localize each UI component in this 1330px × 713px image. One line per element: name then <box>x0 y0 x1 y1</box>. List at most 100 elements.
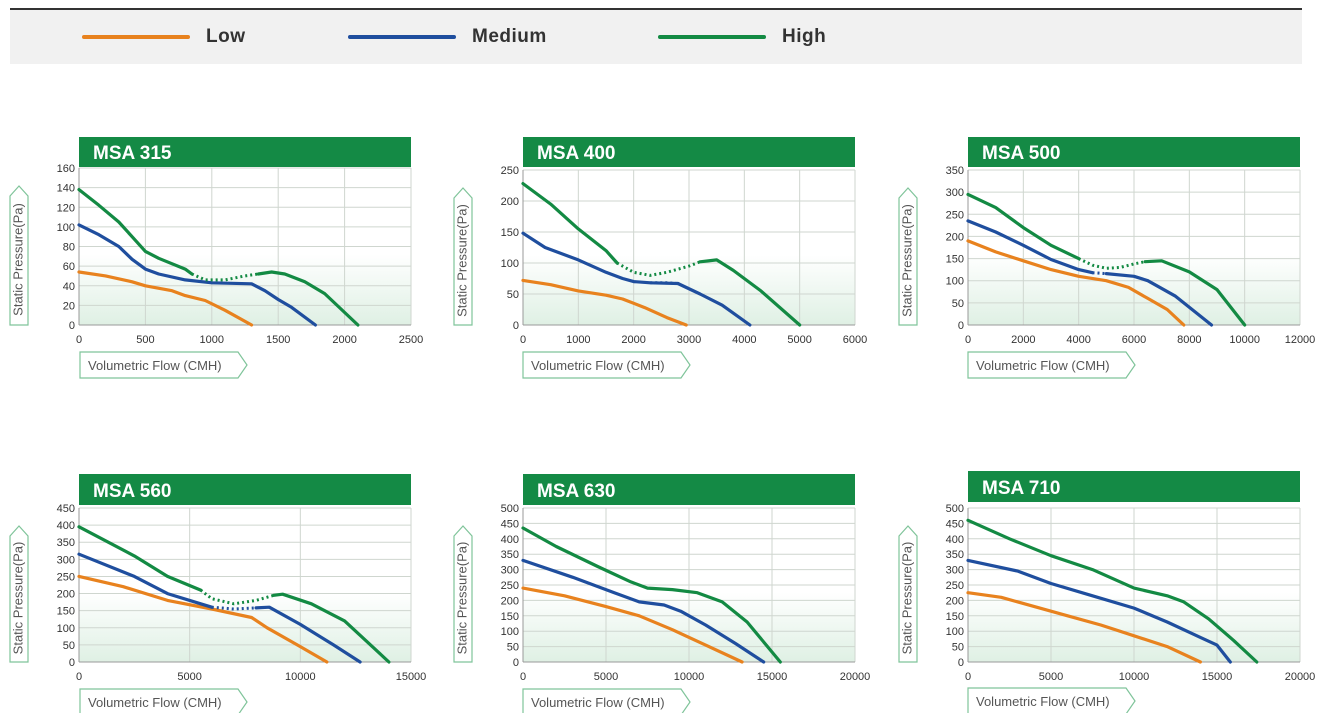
x-tick-label: 5000 <box>787 334 811 346</box>
legend-swatch-medium <box>348 35 456 39</box>
x-tick-label: 10000 <box>285 671 316 683</box>
x-axis-label-box <box>79 688 248 713</box>
x-tick-label: 15000 <box>757 671 788 683</box>
y-tick-label: 350 <box>501 549 519 561</box>
y-tick-label: 450 <box>57 503 75 515</box>
y-tick-label: 150 <box>946 254 964 266</box>
y-axis-label: Static Pressure(Pa) <box>454 542 469 655</box>
legend-item-medium: Medium <box>348 26 547 48</box>
y-tick-label: 100 <box>501 626 519 638</box>
y-tick-label: 350 <box>946 549 964 561</box>
y-tick-label: 0 <box>513 320 519 332</box>
y-tick-label: 500 <box>501 503 519 515</box>
x-axis-label-box <box>967 687 1136 713</box>
x-tick-label: 0 <box>520 334 526 346</box>
legend-label-low: Low <box>206 26 246 47</box>
series-line-high-dotted <box>1078 257 1146 270</box>
y-tick-label: 0 <box>958 657 964 669</box>
series-line-high <box>272 592 391 664</box>
x-tick-label: 0 <box>76 334 82 346</box>
x-tick-label: 0 <box>76 671 82 683</box>
y-tick-label: 0 <box>958 320 964 332</box>
x-tick-label: 20000 <box>1285 671 1316 683</box>
x-tick-label: 2000 <box>621 334 645 346</box>
chart-title: MSA 400 <box>537 143 616 164</box>
x-axis-label-box <box>522 688 691 713</box>
series-line-low <box>77 270 254 327</box>
chart-title: MSA 500 <box>982 143 1061 164</box>
x-tick-label: 500 <box>136 334 154 346</box>
y-tick-label: 250 <box>57 571 75 583</box>
y-axis-label: Static Pressure(Pa) <box>454 204 469 317</box>
chart-title-bar <box>968 471 1300 502</box>
y-axis-label-box <box>898 525 918 663</box>
y-tick-label: 350 <box>946 165 964 177</box>
legend-item-high: High <box>658 26 826 48</box>
y-tick-label: 100 <box>57 623 75 635</box>
series-line-medium <box>77 552 214 609</box>
series-line-medium-dotted <box>1092 271 1107 276</box>
x-tick-label: 5000 <box>177 671 201 683</box>
chart-3: MSA 560 0 50 100 150 200 250 300 350 400 450 0 5000 1… <box>9 474 426 713</box>
series-line-medium <box>1104 272 1214 327</box>
series-line-high <box>521 526 782 664</box>
chart-title: MSA 710 <box>982 478 1061 499</box>
y-axis-label-box <box>453 525 473 663</box>
y-tick-label: 120 <box>57 202 75 214</box>
y-tick-label: 400 <box>946 534 964 546</box>
y-tick-label: 300 <box>946 187 964 199</box>
y-tick-label: 300 <box>946 565 964 577</box>
x-tick-label: 1500 <box>266 334 290 346</box>
y-tick-label: 80 <box>63 242 75 254</box>
y-tick-label: 100 <box>57 222 75 234</box>
x-tick-label: 3000 <box>677 334 701 346</box>
x-tick-label: 1000 <box>566 334 590 346</box>
y-tick-label: 200 <box>501 196 519 208</box>
series-line-medium <box>521 231 680 286</box>
x-tick-label: 10000 <box>1119 671 1150 683</box>
y-tick-label: 50 <box>952 642 964 654</box>
y-tick-label: 50 <box>63 640 75 652</box>
legend-swatch-high <box>658 35 766 39</box>
y-tick-label: 200 <box>57 589 75 601</box>
series-line-high <box>77 188 194 276</box>
series-line-high <box>966 192 1081 261</box>
y-tick-label: 100 <box>946 626 964 638</box>
y-tick-label: 150 <box>946 611 964 623</box>
y-tick-label: 400 <box>501 534 519 546</box>
y-tick-label: 140 <box>57 183 75 195</box>
y-tick-label: 150 <box>57 606 75 618</box>
y-tick-label: 150 <box>501 611 519 623</box>
legend-label-high: High <box>782 26 827 47</box>
y-tick-label: 0 <box>513 657 519 669</box>
y-tick-label: 350 <box>57 537 75 549</box>
series-line-high <box>77 525 203 592</box>
x-tick-label: 5000 <box>1039 671 1063 683</box>
y-tick-label: 60 <box>63 261 75 273</box>
series-line-medium <box>966 558 1232 664</box>
chart-title-bar <box>79 137 411 167</box>
x-tick-label: 0 <box>965 671 971 683</box>
x-tick-label: 6000 <box>843 334 867 346</box>
x-tick-label: 1000 <box>200 334 224 346</box>
series-line-low <box>77 574 329 664</box>
x-tick-label: 0 <box>520 671 526 683</box>
legend-swatch-low <box>82 35 190 39</box>
x-tick-label: 4000 <box>1066 334 1090 346</box>
series-line-medium <box>77 223 317 327</box>
x-tick-label: 0 <box>965 334 971 346</box>
chart-title: MSA 630 <box>537 481 616 502</box>
series-line-low <box>521 278 688 327</box>
y-axis-label: Static Pressure(Pa) <box>10 542 25 655</box>
y-axis-label-box <box>453 187 473 326</box>
series-line-medium <box>521 558 766 664</box>
series-line-high-dotted <box>199 588 275 606</box>
chart-1: MSA 400 0 50 100 150 200 250 0 1000 2000 3000 4000 5… <box>453 137 867 379</box>
y-tick-label: 200 <box>946 595 964 607</box>
x-axis-label: Volumetric Flow (CMH) <box>88 358 222 373</box>
series-line-high <box>256 270 360 327</box>
series-line-medium <box>676 281 752 327</box>
y-tick-label: 200 <box>946 231 964 243</box>
